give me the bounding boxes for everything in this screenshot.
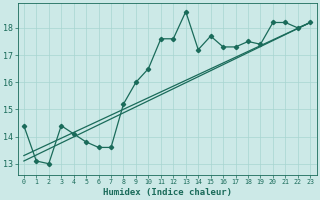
X-axis label: Humidex (Indice chaleur): Humidex (Indice chaleur) (103, 188, 232, 197)
